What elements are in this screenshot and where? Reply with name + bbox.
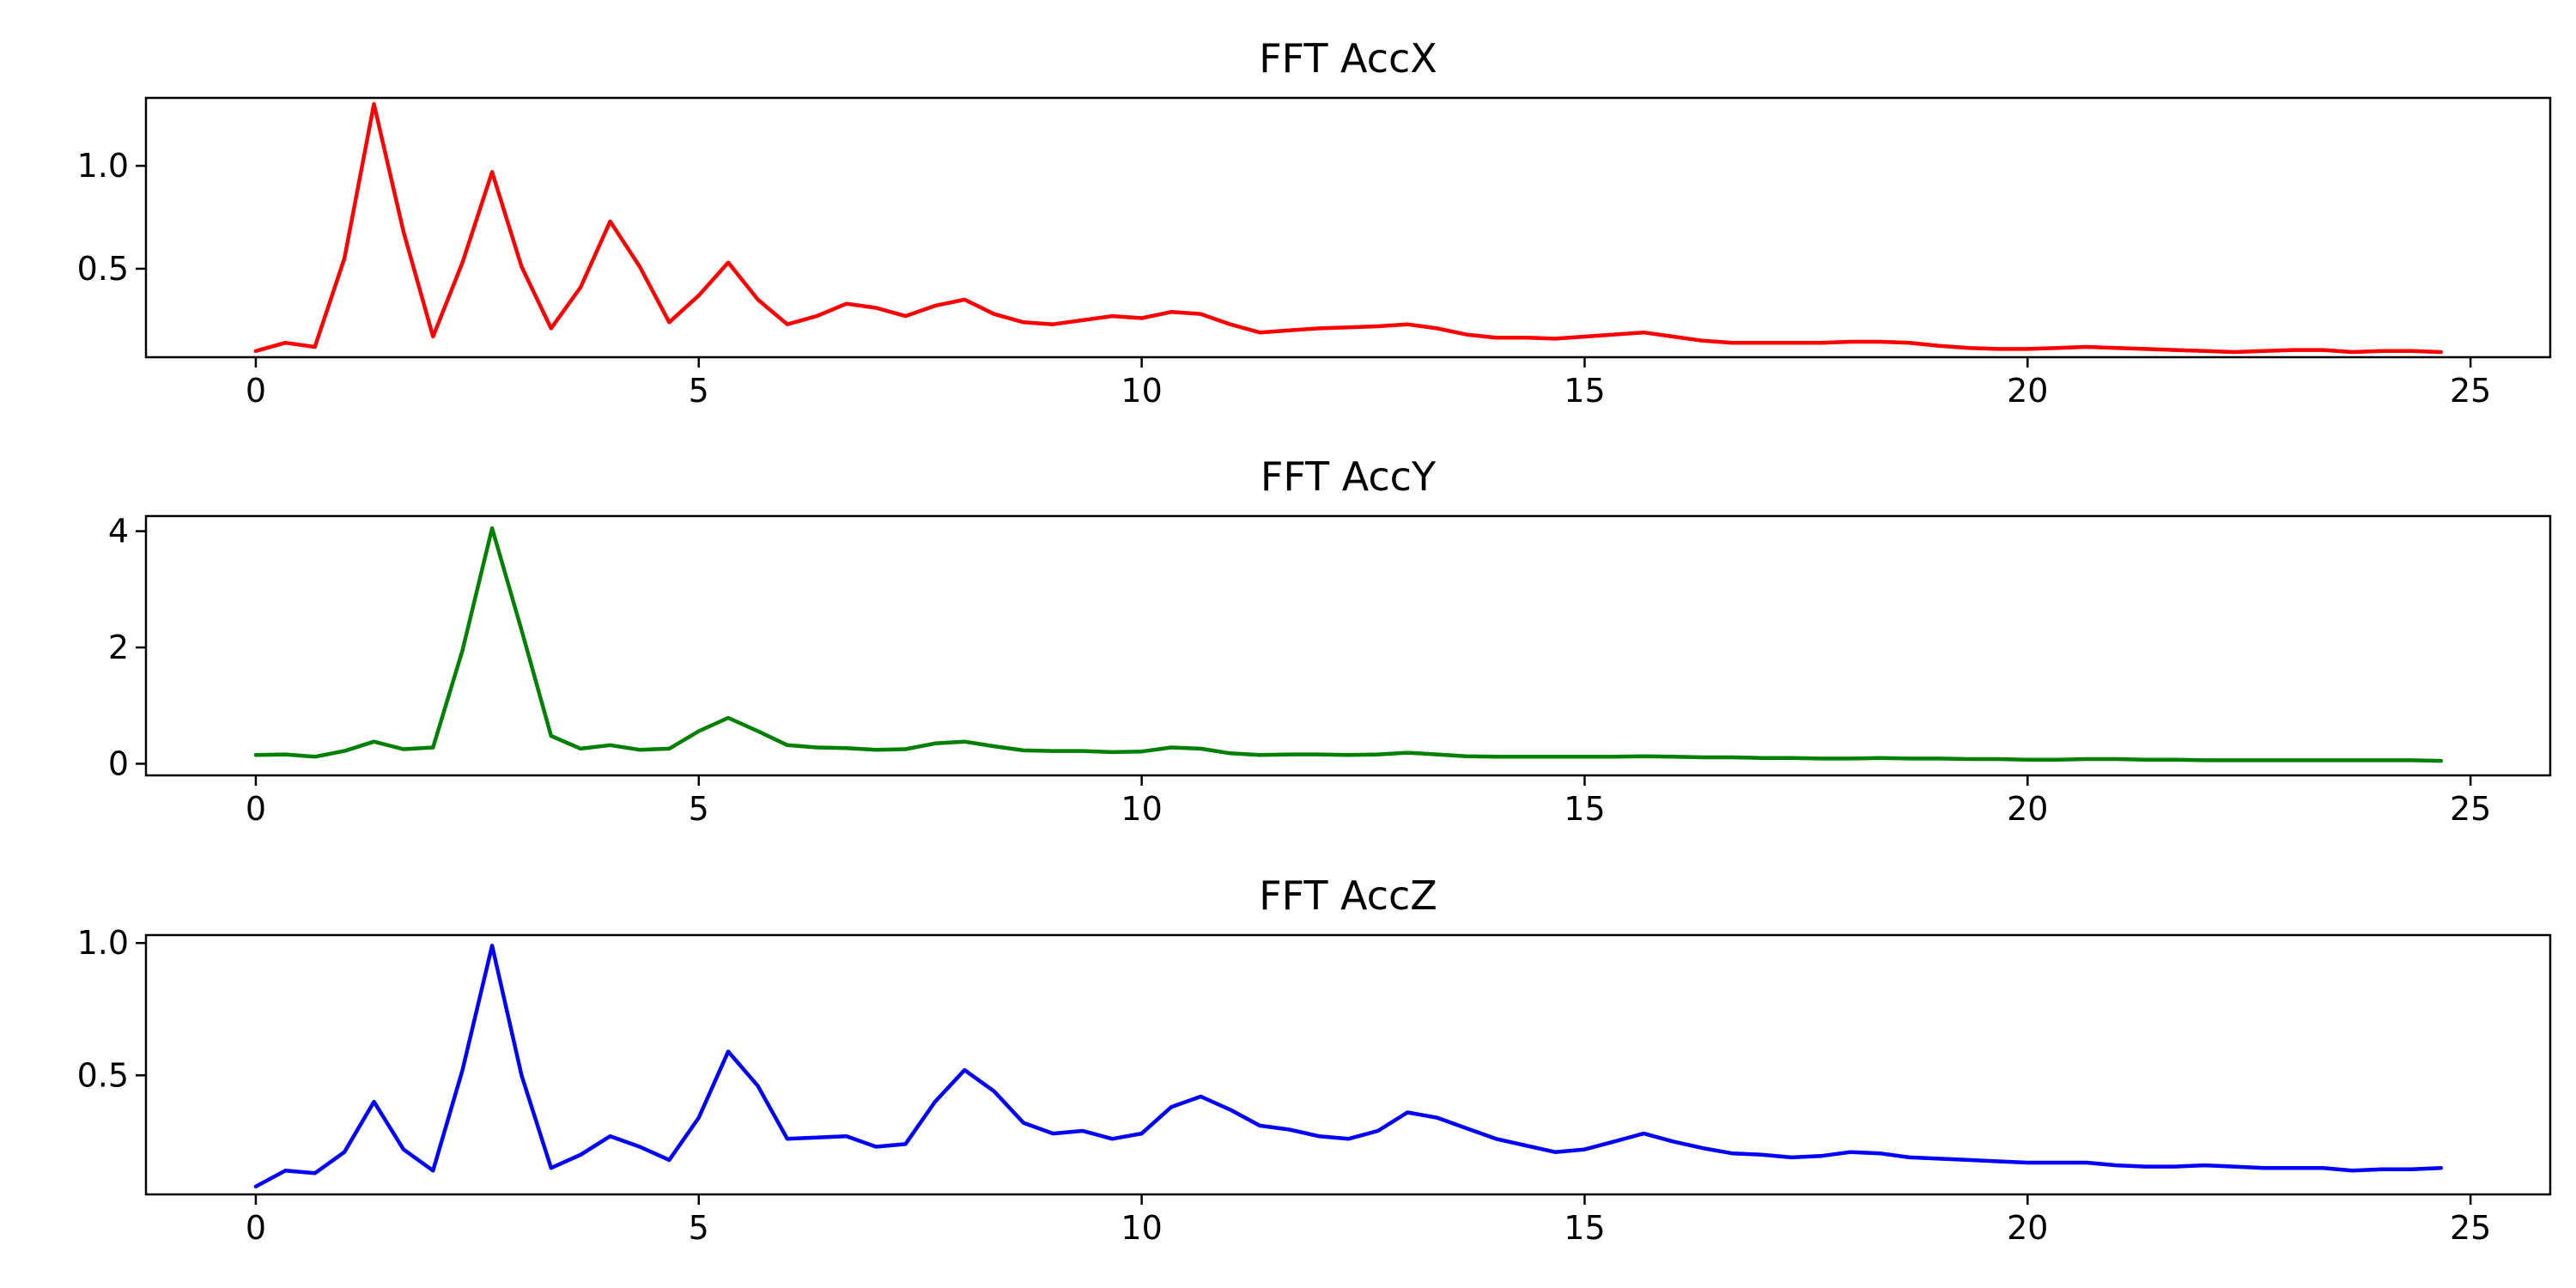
series-line (253, 944, 2444, 1189)
panel-accz: FFT AccZ 0.5 1.0 0 5 10 15 20 25 (77, 872, 2552, 1247)
series-group (253, 101, 2444, 355)
panel-accx: FFT AccX 0.5 1.0 0 5 10 15 20 25 (77, 35, 2552, 410)
y-tick-label: 0.5 (77, 250, 129, 288)
chart-title: FFT AccY (1261, 453, 1437, 500)
y-tick-label: 1.0 (77, 924, 129, 962)
x-tick-label: 5 (689, 372, 709, 410)
x-tick-label: 15 (1564, 372, 1605, 410)
y-axis-ticks: 0.5 1.0 (77, 924, 146, 1094)
x-axis-ticks: 0 5 10 15 20 25 (246, 775, 2491, 828)
series-line (253, 526, 2444, 763)
x-tick-label: 5 (689, 1209, 709, 1247)
x-tick-label: 10 (1121, 1209, 1162, 1247)
x-tick-label: 20 (2007, 790, 2048, 828)
y-tick-label: 2 (108, 629, 129, 666)
x-tick-label: 10 (1121, 372, 1162, 410)
series-line (253, 101, 2444, 355)
y-tick-label: 1.0 (77, 147, 129, 185)
x-tick-label: 15 (1564, 790, 1605, 828)
x-tick-label: 0 (246, 1209, 266, 1247)
x-tick-label: 10 (1121, 790, 1162, 828)
series-group (253, 526, 2444, 763)
y-tick-label: 4 (108, 513, 129, 550)
x-tick-label: 15 (1564, 1209, 1605, 1247)
x-tick-label: 20 (2007, 1209, 2048, 1247)
y-tick-label: 0 (108, 744, 129, 782)
x-axis-ticks: 0 5 10 15 20 25 (246, 357, 2491, 410)
y-axis-ticks: 0 2 4 (108, 513, 146, 782)
x-axis-ticks: 0 5 10 15 20 25 (246, 1194, 2491, 1247)
series-group (253, 944, 2444, 1189)
x-tick-label: 25 (2450, 1209, 2491, 1247)
x-tick-label: 0 (246, 790, 266, 828)
axes-frame (144, 933, 2552, 1196)
axes-frame (144, 96, 2552, 359)
x-tick-label: 25 (2450, 790, 2491, 828)
x-tick-label: 20 (2007, 372, 2048, 410)
y-axis-ticks: 0.5 1.0 (77, 147, 146, 288)
chart-title: FFT AccX (1259, 35, 1437, 82)
axes-frame (144, 514, 2552, 777)
panel-accy: FFT AccY 0 2 4 0 5 10 15 20 25 (108, 453, 2552, 828)
x-tick-label: 0 (246, 372, 266, 410)
x-tick-label: 25 (2450, 372, 2491, 410)
x-tick-label: 5 (689, 790, 709, 828)
chart-title: FFT AccZ (1259, 872, 1437, 919)
y-tick-label: 0.5 (77, 1056, 129, 1094)
